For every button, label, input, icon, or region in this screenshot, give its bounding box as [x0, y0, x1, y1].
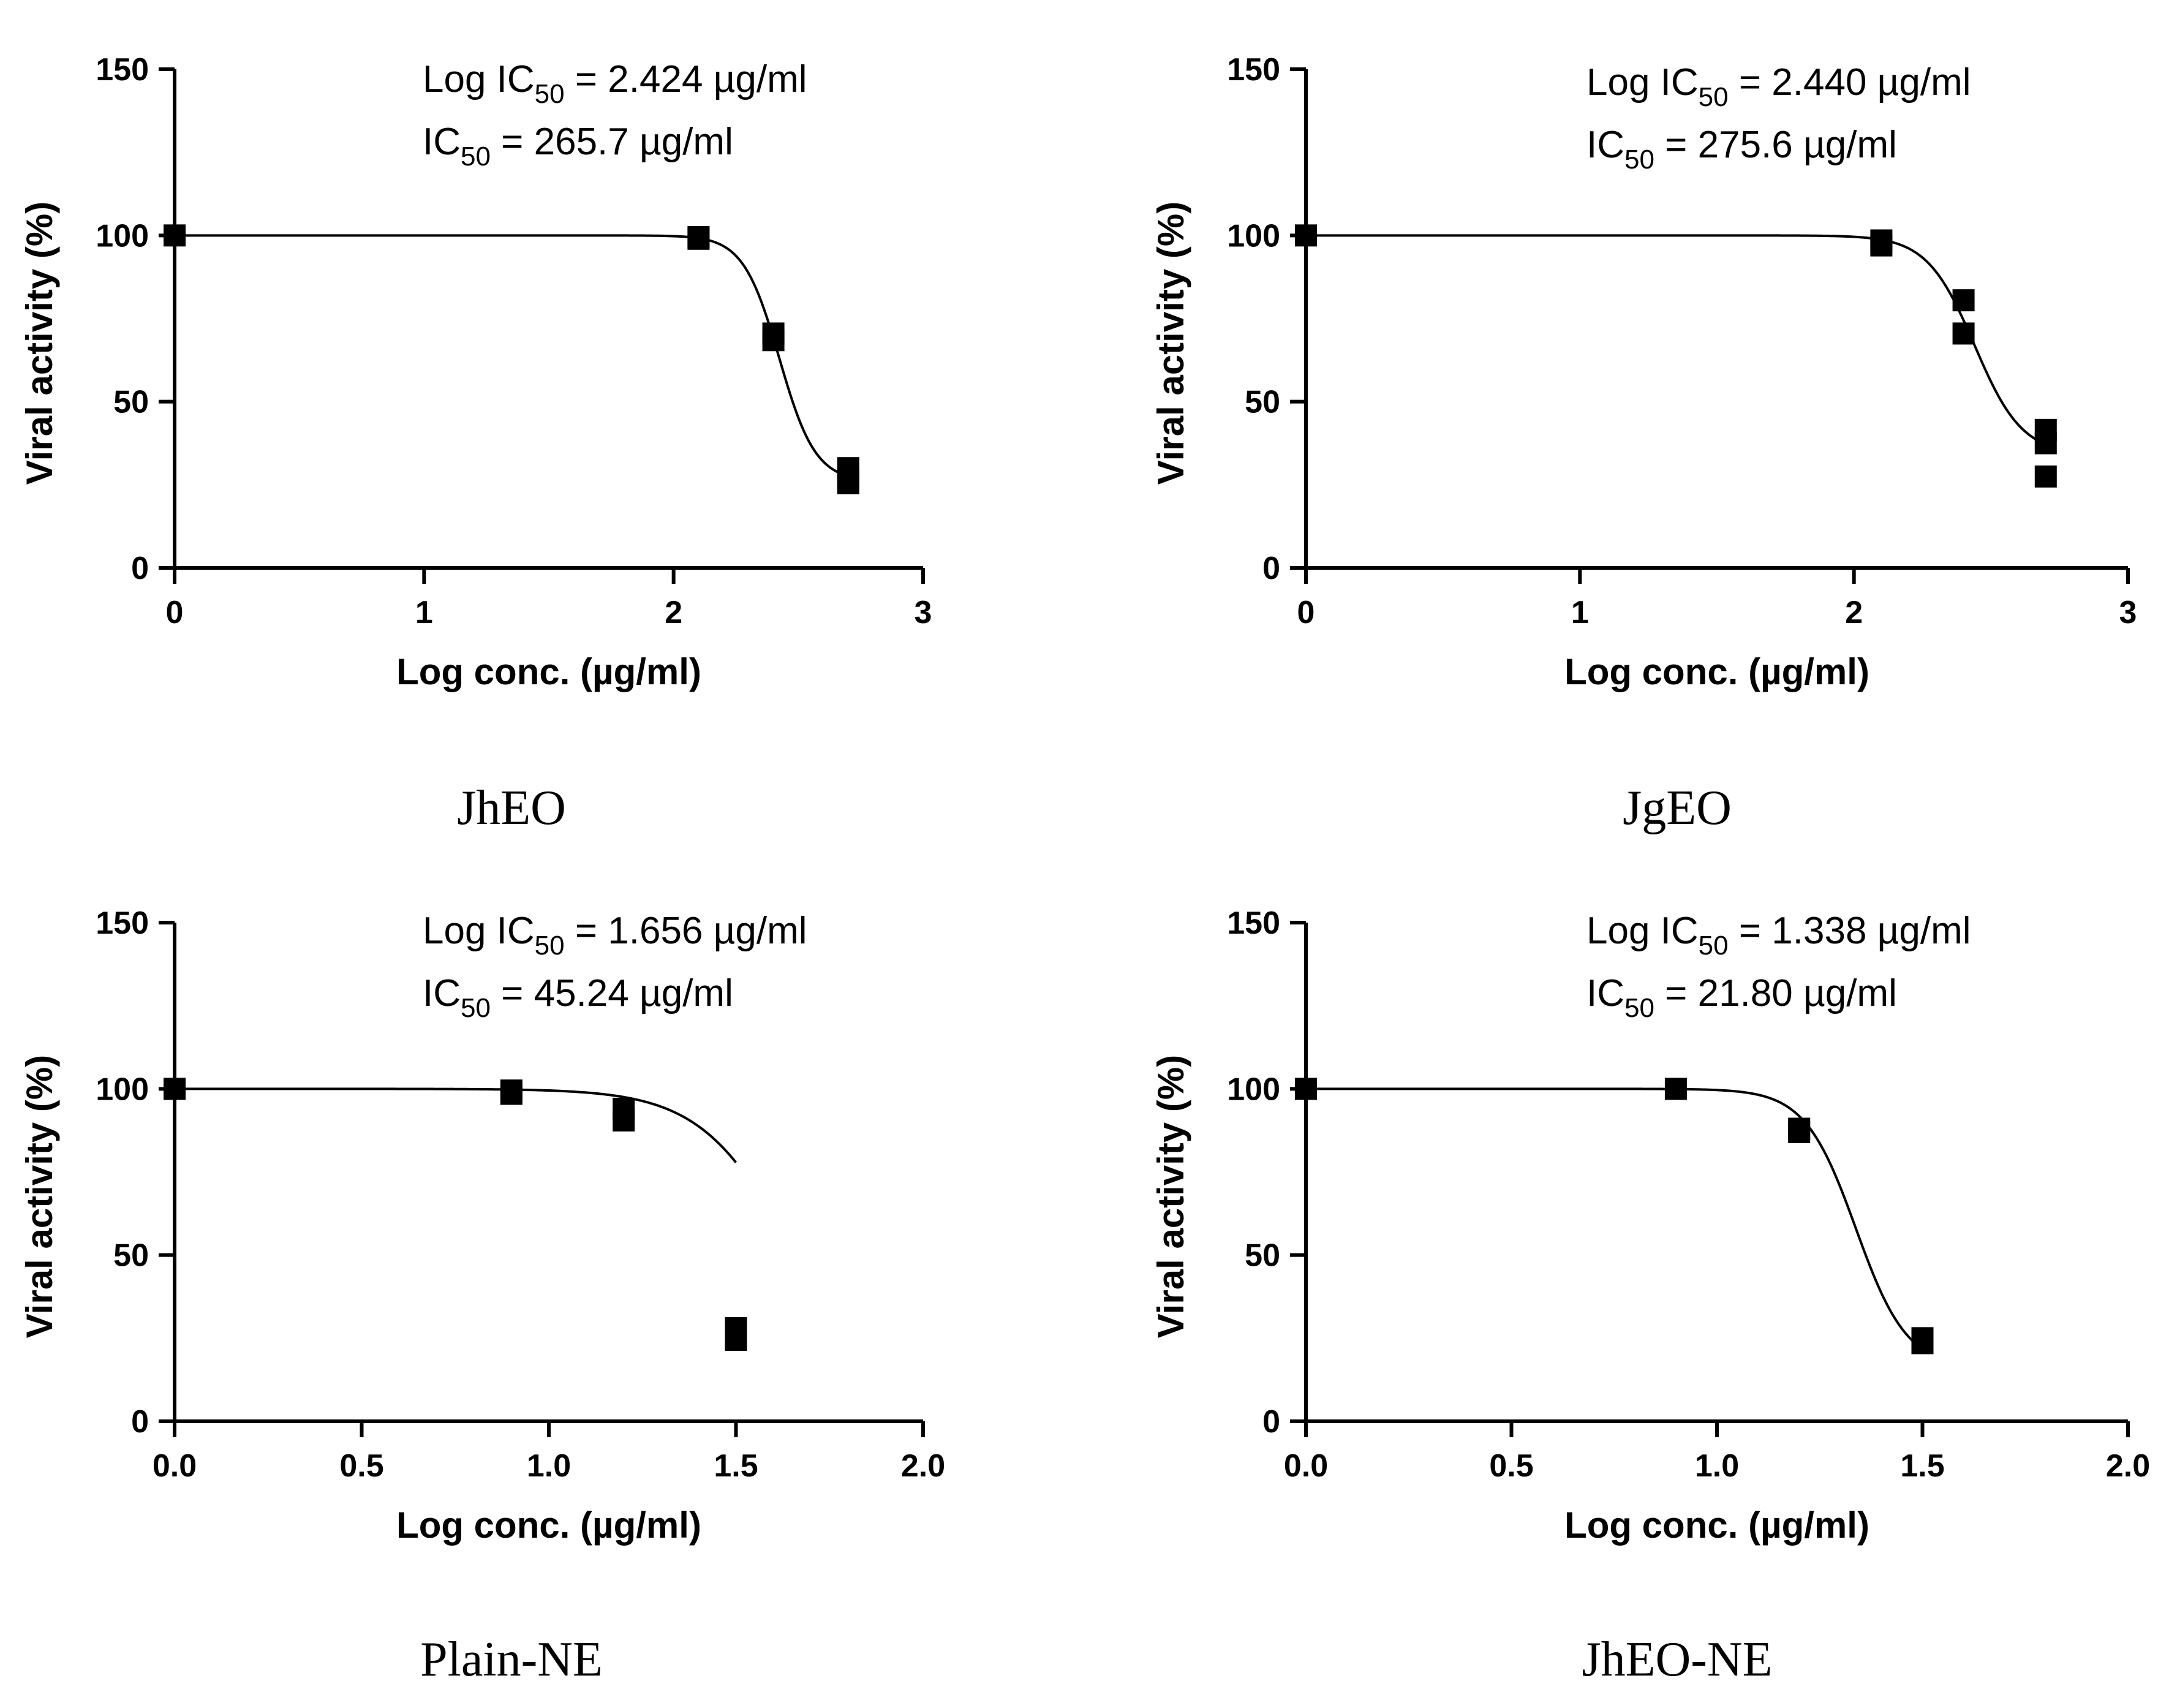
fit-curve — [175, 1087, 737, 1163]
data-point — [837, 472, 859, 494]
x-tick-label: 0.5 — [1489, 1448, 1533, 1484]
data-point — [1952, 289, 1975, 312]
x-tick-label: 2 — [1845, 595, 1863, 630]
y-tick-label: 0 — [131, 1404, 149, 1440]
data-point — [725, 1329, 747, 1351]
panel-caption: JhEO-NE — [1582, 1633, 1772, 1687]
y-tick-label: 100 — [1227, 218, 1280, 254]
x-tick-label: 3 — [915, 595, 932, 630]
x-tick-label: 0 — [1297, 595, 1315, 630]
data-point — [1664, 1078, 1687, 1100]
x-axis-label: Log conc. (µg/ml) — [396, 1505, 701, 1546]
data-point — [1952, 322, 1975, 345]
y-axis-label: Viral activity (%) — [1150, 1055, 1191, 1338]
y-tick-label: 0 — [1262, 1404, 1280, 1440]
y-tick-label: 100 — [1227, 1071, 1280, 1107]
x-tick-label: 1.0 — [1695, 1448, 1739, 1484]
x-tick-label: 0.5 — [339, 1448, 383, 1484]
data-point — [1870, 234, 1893, 257]
data-point — [1911, 1332, 1934, 1355]
x-axis-label: Log conc. (µg/ml) — [1564, 1505, 1869, 1546]
x-tick-label: 2 — [665, 595, 682, 630]
ic50-annotation: IC50 = 45.24 µg/ml — [423, 972, 733, 1023]
x-tick-label: 2.0 — [901, 1448, 945, 1484]
data-point — [164, 224, 186, 247]
chart-panel-4: 0.0 0.5 1.0 1.5 2.0 0 50 100 150 Log conc. (µg/ml… — [1150, 905, 2150, 1687]
data-point — [2034, 432, 2057, 455]
log-ic50-annotation: Log IC50 = 1.656 µg/ml — [423, 910, 807, 961]
y-tick-label: 0 — [1262, 551, 1280, 586]
data-point — [164, 1078, 186, 1100]
data-point — [1295, 224, 1317, 247]
x-axis-label: Log conc. (µg/ml) — [396, 651, 701, 692]
y-tick-label: 0 — [131, 551, 149, 586]
x-tick-label: 3 — [2119, 595, 2137, 630]
panel-caption: JgEO — [1623, 781, 1732, 835]
x-tick-label: 1.5 — [1900, 1448, 1944, 1484]
log-ic50-annotation: Log IC50 = 1.338 µg/ml — [1586, 910, 1971, 961]
x-tick-label: 0.0 — [153, 1448, 197, 1484]
y-axis-label: Viral activity (%) — [19, 1055, 60, 1338]
fit-curve — [1306, 1087, 1923, 1350]
x-tick-label: 0 — [166, 595, 184, 630]
y-axis-label: Viral activity (%) — [19, 202, 60, 485]
x-tick-label: 1 — [1571, 595, 1589, 630]
ic50-annotation: IC50 = 21.80 µg/ml — [1586, 972, 1897, 1023]
log-ic50-annotation: Log IC50 = 2.424 µg/ml — [423, 58, 807, 109]
x-tick-label: 1.0 — [527, 1448, 571, 1484]
data-point — [500, 1083, 522, 1105]
y-tick-label: 50 — [113, 1238, 149, 1274]
y-axis-label: Viral activity (%) — [1150, 202, 1191, 485]
chart-panel-2: 0 1 2 3 0 50 100 150 Log conc. (µg/ml) Viral acti… — [1150, 52, 2137, 835]
y-tick-label: 50 — [1245, 385, 1280, 420]
y-tick-label: 100 — [96, 1071, 149, 1107]
chart-panel-1: 0 1 2 3 0 50 100 150 Log conc. (µg/ml) Viral acti… — [19, 52, 932, 835]
x-tick-label: 1.5 — [714, 1448, 758, 1484]
y-tick-label: 150 — [1227, 905, 1280, 941]
fit-curve — [1306, 234, 2046, 446]
y-tick-label: 50 — [1245, 1238, 1280, 1274]
data-point — [613, 1109, 635, 1132]
data-point — [1788, 1120, 1811, 1143]
x-axis-label: Log conc. (µg/ml) — [1564, 651, 1869, 692]
y-tick-label: 150 — [96, 905, 149, 941]
y-tick-label: 50 — [113, 385, 149, 420]
x-tick-label: 2.0 — [2106, 1448, 2150, 1484]
y-tick-label: 150 — [1227, 52, 1280, 88]
fit-curve — [175, 234, 849, 478]
y-tick-label: 150 — [96, 52, 149, 88]
y-tick-label: 100 — [96, 218, 149, 254]
panel-caption: Plain-NE — [420, 1633, 603, 1687]
x-tick-label: 1 — [415, 595, 433, 630]
data-point — [1295, 1078, 1317, 1100]
ic50-annotation: IC50 = 275.6 µg/ml — [1586, 124, 1897, 175]
ic50-annotation: IC50 = 265.7 µg/ml — [423, 121, 733, 172]
log-ic50-annotation: Log IC50 = 2.440 µg/ml — [1586, 61, 1971, 112]
data-point — [762, 329, 785, 352]
data-point — [2034, 465, 2057, 488]
chart-panel-3: 0.0 0.5 1.0 1.5 2.0 0 50 100 150 Log conc. (µg/ml… — [19, 905, 945, 1687]
data-point — [687, 227, 710, 250]
x-tick-label: 0.0 — [1284, 1448, 1328, 1484]
panel-caption: JhEO — [457, 781, 566, 835]
